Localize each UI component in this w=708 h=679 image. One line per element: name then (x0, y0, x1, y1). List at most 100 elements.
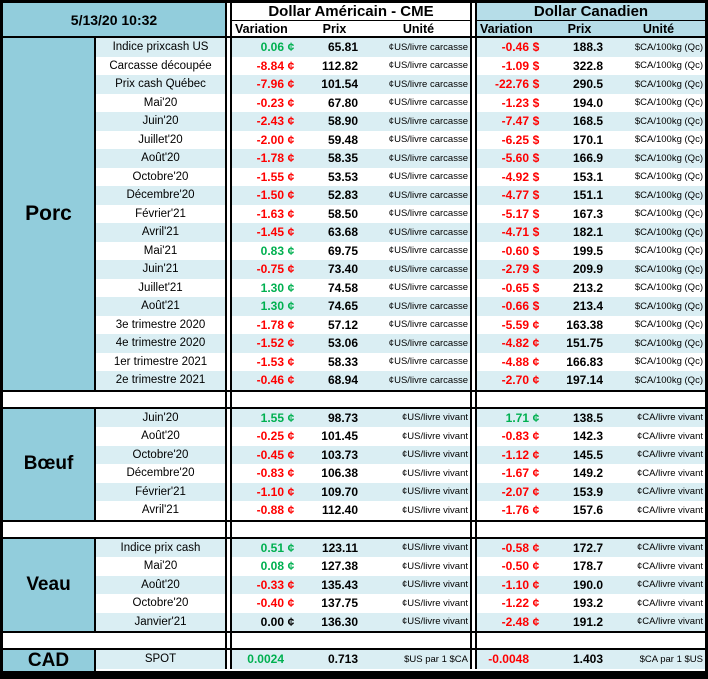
column-gap (225, 149, 232, 168)
us-variation-value: -0.88 (256, 503, 284, 518)
ca-dollar-title: Dollar Canadien (477, 3, 705, 21)
column-gap (470, 130, 477, 149)
section-rows: Juin'20 1.55 ¢ 98.73 ¢US/livre vivant 1.7… (96, 408, 705, 520)
table-row: 3e trimestre 2020 -1.78 ¢ 57.12 ¢US/livre… (96, 315, 705, 334)
ca-variation-cell: -22.76 $ (477, 77, 547, 91)
section-label: CAD (3, 650, 96, 671)
ca-variation-symbol: ¢ (532, 354, 540, 369)
table-row: Août'20 -1.78 ¢ 58.35 ¢US/livre carcasse … (96, 149, 705, 168)
ca-variation-cell: -4.71 $ (477, 225, 547, 239)
section-label: Porc (3, 38, 96, 390)
us-unit-cell: ¢US/livre vivant (402, 579, 468, 591)
column-gap (470, 557, 477, 576)
us-unit-cell: ¢US/livre carcasse (388, 282, 468, 294)
ca-unit-cell: $CA/100kg (Qc) (634, 60, 703, 72)
ca-variation-cell: -2.79 $ (477, 262, 547, 276)
us-price-cell: 112.40 (321, 503, 358, 518)
ca-variation-cell: -6.25 $ (477, 133, 547, 147)
column-gap (225, 315, 232, 334)
ca-variation-value: -0.58 (501, 540, 529, 555)
row-label: SPOT (144, 653, 177, 666)
ca-variation-cell: -7.47 $ (477, 114, 547, 128)
us-unit-cell: ¢US/livre carcasse (388, 60, 468, 72)
ca-variation-cell: -4.82 ¢ (477, 336, 547, 350)
column-gap (225, 297, 232, 316)
us-variation-cell: -0.75 ¢ (232, 262, 302, 276)
column-gap (470, 186, 477, 205)
ca-price-cell: 290.5 (572, 77, 603, 92)
ca-variation-cell: -0.83 ¢ (477, 429, 547, 443)
row-label: Janvier'21 (134, 615, 187, 628)
ca-variation-symbol: ¢ (532, 447, 540, 462)
us-unit-cell: ¢US/livre carcasse (388, 152, 468, 164)
us-variation-cell: -0.46 ¢ (232, 373, 302, 387)
table-row: Février'21 -1.10 ¢ 109.70 ¢US/livre vivan… (96, 482, 705, 501)
ca-price-cell: 199.5 (572, 243, 603, 258)
ca-variation-value: -1.12 (501, 447, 529, 462)
ca-col-unite: Unité (642, 21, 675, 36)
us-variation-value: -2.00 (256, 132, 284, 147)
row-label: Prix cash Québec (115, 78, 206, 91)
gap-spacer (232, 392, 470, 407)
us-price-cell: 73.40 (327, 262, 358, 277)
us-variation-cell: 0.83 ¢ (232, 244, 302, 258)
ca-price-cell: 153.1 (572, 169, 603, 184)
column-gap (225, 112, 232, 131)
ca-variation-value: -4.71 (501, 225, 529, 240)
ca-price-cell: 190.0 (572, 577, 603, 592)
column-gap (470, 633, 477, 648)
us-price-cell: 52.83 (327, 188, 358, 203)
ca-price-cell: 213.2 (572, 280, 603, 295)
table-row: 2e trimestre 2021 -0.46 ¢ 68.94 ¢US/livre… (96, 371, 705, 390)
ca-unit-cell: $CA/100kg (Qc) (634, 97, 703, 109)
column-gap (225, 445, 232, 464)
ca-unit-cell: $CA/100kg (Qc) (634, 134, 703, 146)
column-gap (470, 371, 477, 390)
us-unit-cell: ¢US/livre carcasse (388, 300, 468, 312)
column-gap (470, 334, 477, 353)
gap-spacer (477, 522, 705, 537)
ca-variation-cell: -0.58 ¢ (477, 541, 547, 555)
row-label: Juillet'20 (138, 133, 183, 146)
ca-unit-cell: $CA/100kg (Qc) (634, 374, 703, 386)
column-gap (470, 464, 477, 483)
ca-price-cell: 209.9 (572, 262, 603, 277)
us-variation-cell: -2.00 ¢ (232, 133, 302, 147)
table-row: Octobre'20 -1.55 ¢ 53.53 ¢US/livre carcas… (96, 167, 705, 186)
ca-variation-value: -0.66 (501, 299, 529, 314)
us-price-cell: 58.90 (327, 114, 358, 129)
us-variation-cell: -1.78 ¢ (232, 151, 302, 165)
column-gap (470, 445, 477, 464)
column-gap (225, 391, 232, 407)
table-row: Mai'21 0.83 ¢ 69.75 ¢US/livre carcasse -0… (96, 241, 705, 260)
ca-variation-value: -0.50 (501, 559, 529, 574)
section-rows: Indice prix cash 0.51 ¢ 123.11 ¢US/livre … (96, 538, 705, 631)
us-variation-symbol: ¢ (287, 151, 295, 166)
ca-variation-value: -1.10 (501, 577, 529, 592)
us-variation-symbol: ¢ (287, 429, 295, 444)
us-variation-cell: -1.55 ¢ (232, 170, 302, 184)
column-gap (225, 352, 232, 371)
ca-variation-value: -6.25 (501, 132, 529, 147)
ca-price-cell: 188.3 (572, 40, 603, 55)
us-variation-symbol: ¢ (287, 77, 295, 92)
ca-col-prix: Prix (567, 21, 592, 36)
ca-variation-cell: -1.12 ¢ (477, 448, 547, 462)
ca-unit-cell: ¢CA/livre vivant (637, 597, 703, 609)
ca-variation-symbol: ¢ (532, 336, 540, 351)
section-gap-row (3, 521, 705, 537)
ca-variation-value: -5.59 (501, 317, 529, 332)
ca-price-cell: 168.5 (572, 114, 603, 129)
us-unit-cell: ¢US/livre carcasse (388, 245, 468, 257)
ca-variation-symbol: ¢ (532, 614, 540, 629)
column-gap (225, 260, 232, 279)
us-dollar-header-block: Dollar Américain - CME Variation Prix Un… (232, 3, 470, 36)
us-variation-value: -0.46 (256, 373, 284, 388)
us-price-cell: 67.80 (327, 95, 358, 110)
ca-variation-symbol: $ (532, 169, 540, 184)
ca-unit-cell: $CA/100kg (Qc) (634, 152, 703, 164)
us-unit-cell: ¢US/livre vivant (402, 467, 468, 479)
us-price-cell: 106.38 (321, 466, 358, 481)
ca-unit-cell: ¢CA/livre vivant (637, 560, 703, 572)
